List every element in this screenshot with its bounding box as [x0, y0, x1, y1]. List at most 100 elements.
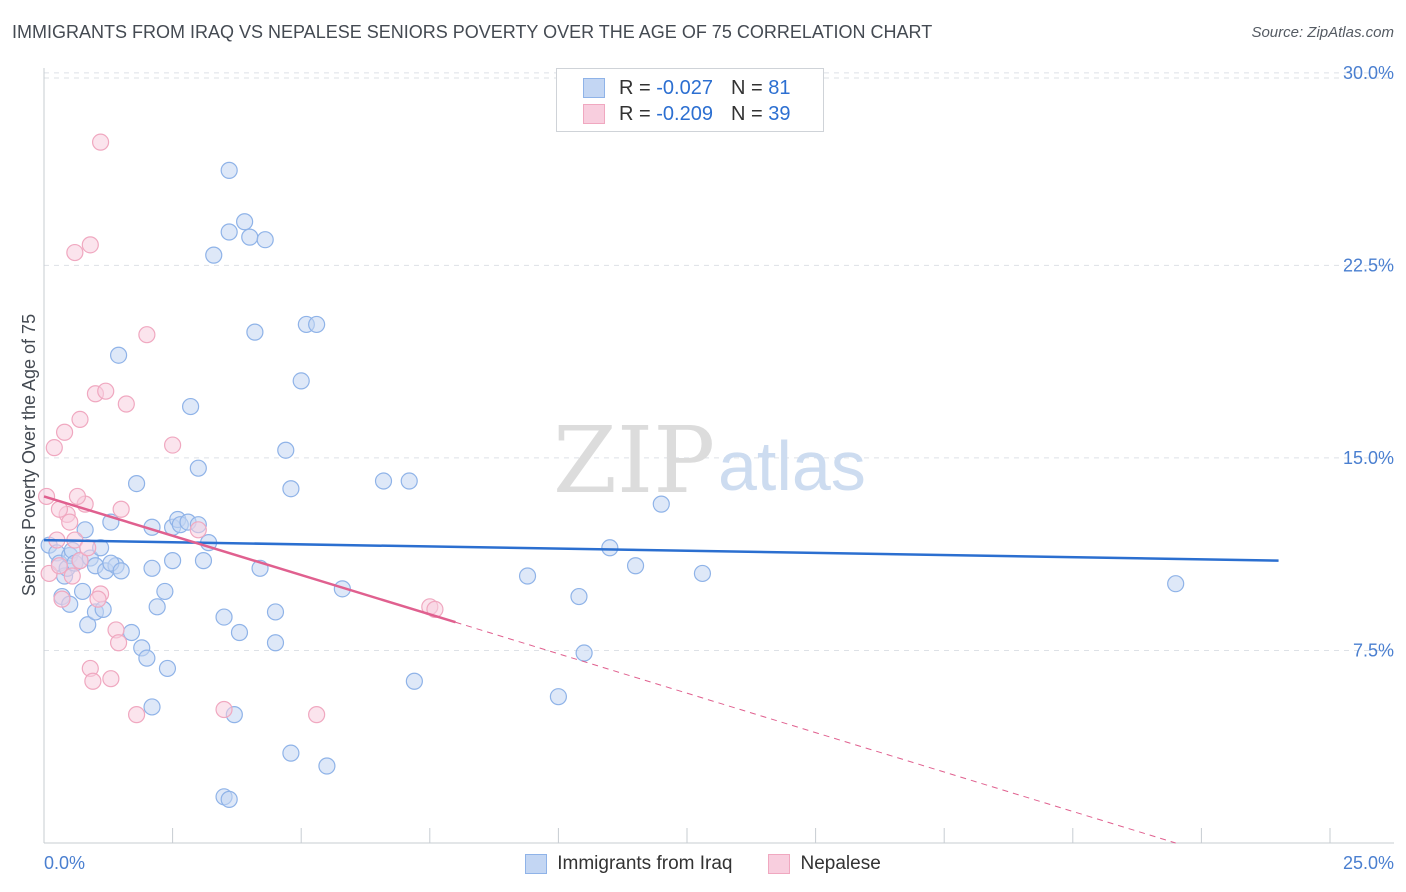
y-axis-title: Seniors Poverty Over the Age of 75: [19, 314, 39, 596]
iraq-point: [549, 688, 568, 706]
iraq-point: [292, 372, 310, 390]
iraq-point: [570, 587, 588, 606]
nepalese-point: [127, 706, 146, 724]
legend-r-value-nepalese: -0.209: [656, 102, 713, 125]
iraq-point: [693, 564, 712, 583]
iraq-point: [308, 315, 326, 334]
legend-swatch-nepalese: [768, 854, 791, 874]
iraq-point: [122, 623, 141, 642]
iraq-point: [76, 521, 94, 539]
iraq-point: [266, 603, 285, 621]
iraq-point: [236, 213, 254, 231]
legend-label-nepalese: Nepalese: [800, 853, 881, 874]
nepalese-point: [81, 236, 99, 254]
legend-row-nepalese: R = -0.209 N = 39: [583, 101, 790, 127]
iraq-point: [405, 672, 423, 690]
iraq-point: [374, 472, 393, 490]
iraq-point: [215, 608, 233, 626]
iraq-point: [318, 757, 336, 775]
iraq-point: [277, 441, 295, 459]
iraq-point: [266, 634, 285, 652]
chart-source: Source: ZipAtlas.com: [1251, 24, 1394, 41]
iraq-point: [1167, 575, 1185, 593]
iraq-point: [138, 649, 156, 667]
iraq-point: [601, 539, 619, 557]
iraq-point: [575, 644, 593, 662]
iraq-point: [652, 495, 670, 513]
series-legend: Immigrants from Iraq Nepalese: [0, 851, 1406, 877]
tick-labels: 7.5% 15.0% 22.5% 30.0% 0.0% 25.0%: [44, 63, 1394, 873]
iraq-point: [518, 567, 537, 585]
nepalese-point: [55, 423, 74, 441]
iraq-trend-line: [43, 538, 1279, 562]
legend-row-iraq: R = -0.027 N = 81: [583, 75, 790, 101]
data-points: [37, 133, 1185, 808]
watermark: ZIP atlas: [553, 407, 866, 514]
nepalese-point: [164, 436, 182, 454]
iraq-point: [246, 323, 264, 341]
nepalese-point: [84, 672, 102, 690]
nepalese-point: [109, 634, 128, 652]
iraq-point: [182, 397, 200, 416]
iraq-point: [230, 623, 249, 642]
nepalese-trend-extension: [455, 621, 1176, 844]
nepalese-point: [97, 382, 115, 400]
nepalese-point: [308, 706, 326, 724]
iraq-point: [194, 552, 213, 570]
y-tick-label: 30.0%: [1343, 63, 1394, 83]
y-tick-label: 7.5%: [1353, 640, 1394, 660]
iraq-point: [220, 790, 238, 808]
nepalese-point: [53, 590, 71, 608]
grid-lines: [44, 72, 1394, 651]
nepalese-point: [63, 567, 81, 585]
iraq-point: [112, 562, 130, 580]
iraq-point: [205, 246, 223, 264]
nepalese-point: [45, 439, 63, 457]
iraq-point: [143, 698, 161, 716]
nepalese-point: [117, 395, 135, 413]
stats-legend: R = -0.027 N = 81 R = -0.209 N = 39: [556, 68, 824, 132]
iraq-point: [189, 459, 207, 477]
legend-n-label: N =: [730, 102, 763, 125]
legend-swatch-iraq: [583, 78, 605, 98]
legend-r-label: R =: [619, 76, 651, 99]
nepalese-point: [68, 487, 87, 506]
iraq-point: [79, 616, 97, 634]
legend-item-nepalese[interactable]: Nepalese: [768, 853, 881, 875]
iraq-point: [143, 559, 161, 577]
iraq-point: [256, 231, 274, 249]
nepalese-point: [61, 513, 79, 531]
nepalese-trend-line: [43, 495, 456, 624]
iraq-point: [241, 228, 259, 246]
iraq-point: [127, 474, 146, 493]
x-tick-label: 25.0%: [1343, 853, 1394, 873]
nepalese-point: [215, 700, 233, 719]
legend-swatch-iraq: [525, 854, 548, 874]
legend-item-iraq[interactable]: Immigrants from Iraq: [525, 853, 732, 875]
nepalese-point: [71, 410, 89, 429]
legend-r-label: R =: [619, 102, 651, 125]
axes: [43, 68, 1394, 844]
watermark-zip-text: ZIP: [553, 407, 715, 514]
legend-swatch-nepalese: [583, 104, 605, 124]
iraq-point: [158, 659, 177, 678]
iraq-point: [156, 582, 174, 601]
iraq-point: [164, 552, 182, 570]
nepalese-point: [66, 243, 84, 262]
watermark-atlas-text: atlas: [718, 427, 866, 505]
iraq-point: [73, 582, 92, 601]
nepalese-point: [79, 539, 97, 557]
chart-title: IMMIGRANTS FROM IRAQ VS NEPALESE SENIORS…: [12, 22, 933, 42]
legend-n-value-nepalese: 39: [768, 102, 791, 125]
trend-lines: [43, 495, 1279, 844]
nepalese-point: [112, 500, 130, 518]
iraq-point: [282, 744, 300, 762]
iraq-point: [220, 223, 238, 241]
nepalese-point: [102, 670, 120, 688]
iraq-point: [220, 161, 238, 179]
iraq-point: [282, 480, 300, 498]
y-tick-label: 22.5%: [1343, 255, 1394, 275]
y-tick-label: 15.0%: [1343, 448, 1394, 468]
nepalese-point: [91, 133, 110, 151]
